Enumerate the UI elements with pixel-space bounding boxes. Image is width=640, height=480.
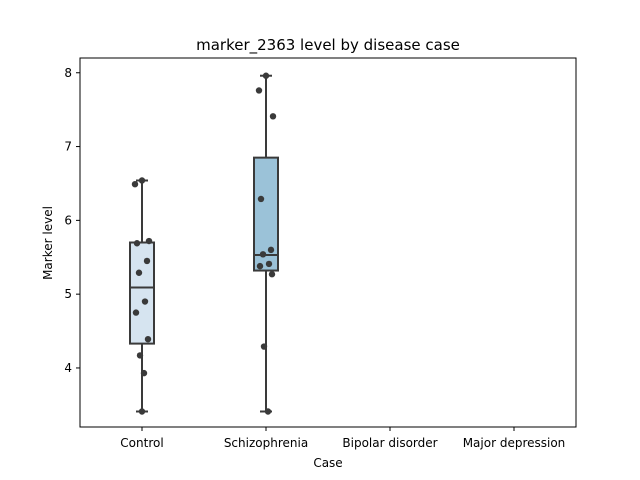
box-iqr (253, 156, 279, 272)
data-point (144, 335, 152, 343)
data-point (259, 251, 267, 258)
y-axis-label: Marker level (41, 206, 55, 280)
data-point (257, 195, 265, 203)
data-point (268, 271, 276, 278)
data-point (260, 343, 268, 350)
x-tick-label: Bipolar disorder (342, 436, 437, 450)
data-point (132, 309, 140, 316)
x-tick-label: Schizophrenia (224, 436, 308, 450)
x-axis-label: Case (313, 456, 342, 470)
data-point (269, 113, 277, 120)
box-iqr (129, 241, 155, 345)
data-point (136, 352, 144, 359)
data-point (265, 260, 273, 268)
data-point (138, 177, 146, 184)
data-point (140, 369, 148, 377)
y-tick-label: 5 (64, 287, 72, 301)
data-point (143, 257, 151, 265)
data-point (145, 237, 153, 245)
x-tick-label: Control (120, 436, 163, 450)
data-point (138, 408, 146, 415)
y-tick-label: 6 (64, 213, 72, 227)
data-point (255, 87, 263, 94)
x-tick-label: Major depression (463, 436, 566, 450)
y-tick-label: 4 (64, 361, 72, 375)
data-point (133, 240, 141, 247)
data-point (264, 408, 272, 415)
axes-frame (79, 57, 577, 428)
chart-title: marker_2363 level by disease case (196, 36, 460, 55)
data-point (131, 180, 139, 188)
plot-area (129, 72, 279, 415)
data-point (141, 298, 149, 305)
y-tick-label: 8 (64, 66, 72, 80)
data-point (135, 269, 143, 276)
data-point (267, 246, 275, 254)
data-point (262, 72, 270, 79)
data-point (256, 262, 264, 270)
y-tick-label: 7 (64, 140, 72, 154)
